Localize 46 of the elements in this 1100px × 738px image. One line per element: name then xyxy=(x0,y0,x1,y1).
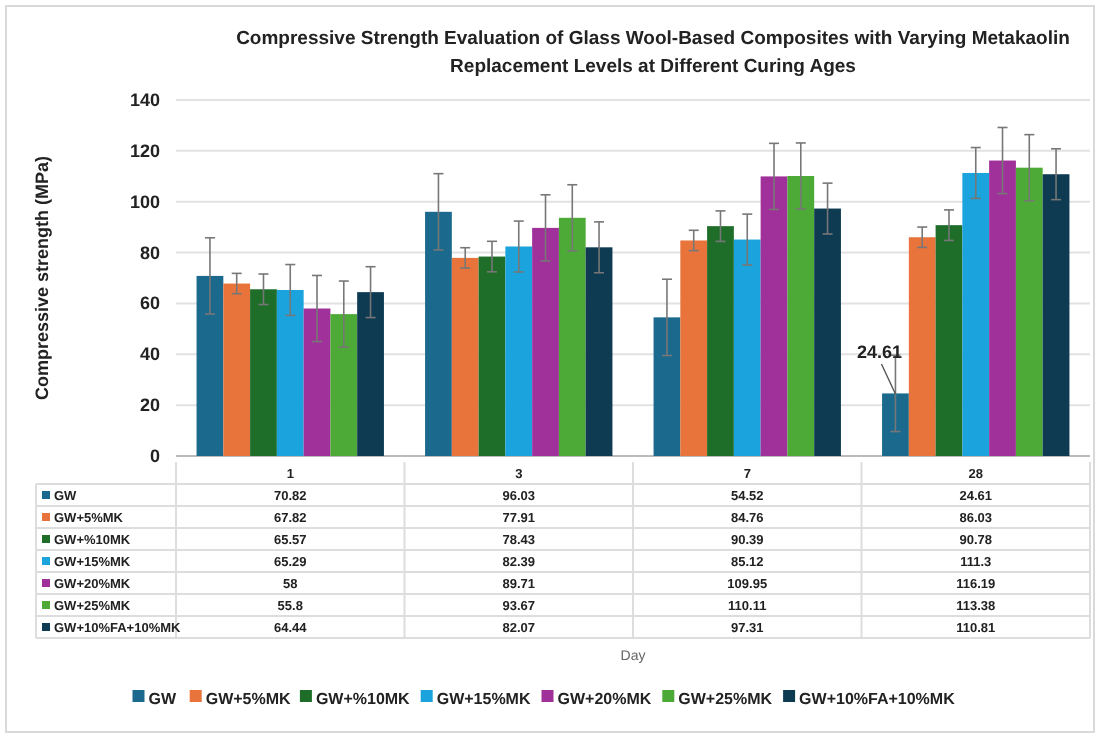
bar xyxy=(680,240,708,456)
y-tick-label: 20 xyxy=(139,395,160,416)
bar xyxy=(330,314,358,456)
bar xyxy=(1015,167,1043,456)
bar xyxy=(505,246,533,456)
bar xyxy=(814,208,841,456)
bar xyxy=(532,227,559,456)
y-tick-label: 60 xyxy=(139,293,160,314)
bar xyxy=(196,275,224,456)
bar xyxy=(653,317,681,456)
bar xyxy=(989,160,1016,456)
bar xyxy=(303,308,331,456)
text: GW+15%MK xyxy=(436,690,531,708)
y-tick-label: 40 xyxy=(139,344,160,365)
bar xyxy=(451,257,479,456)
chart-title: Compressive Strength Evaluation of Glass Wool-Based Composites with Varying Metakaolin Replacement Levels at Different Curing Ages xyxy=(236,28,1071,78)
y-tick-label: 0 xyxy=(149,446,160,466)
bar xyxy=(882,393,909,456)
bar xyxy=(733,239,761,456)
bar xyxy=(558,217,586,456)
text: GW xyxy=(148,690,177,708)
bar xyxy=(250,289,277,456)
bar xyxy=(707,226,734,456)
bar xyxy=(357,292,384,456)
bar xyxy=(787,176,815,456)
text: GW+20%MK xyxy=(557,690,652,708)
y-axis-title: Compressive strength (MPa) xyxy=(32,155,52,401)
bar xyxy=(962,172,990,456)
text: GW+%10MK xyxy=(315,690,410,708)
bar xyxy=(1042,174,1070,456)
bar xyxy=(223,283,251,456)
bar xyxy=(908,237,936,456)
y-tick-label: 120 xyxy=(129,140,160,161)
annotation: 24.61 xyxy=(856,342,902,362)
bar xyxy=(760,176,788,456)
y-tick-label: 80 xyxy=(139,242,160,263)
legend-label: GW+10%FA+10%MK xyxy=(799,690,956,708)
bar xyxy=(585,247,613,456)
legend-label: GW+25%MK xyxy=(678,690,773,708)
bar xyxy=(276,289,304,456)
bar xyxy=(478,256,506,456)
bar xyxy=(425,211,452,456)
y-tick-label: 100 xyxy=(129,191,160,212)
text: GW+5%MK xyxy=(205,690,291,708)
y-tick-label: 140 xyxy=(129,90,160,110)
bar xyxy=(935,225,963,456)
